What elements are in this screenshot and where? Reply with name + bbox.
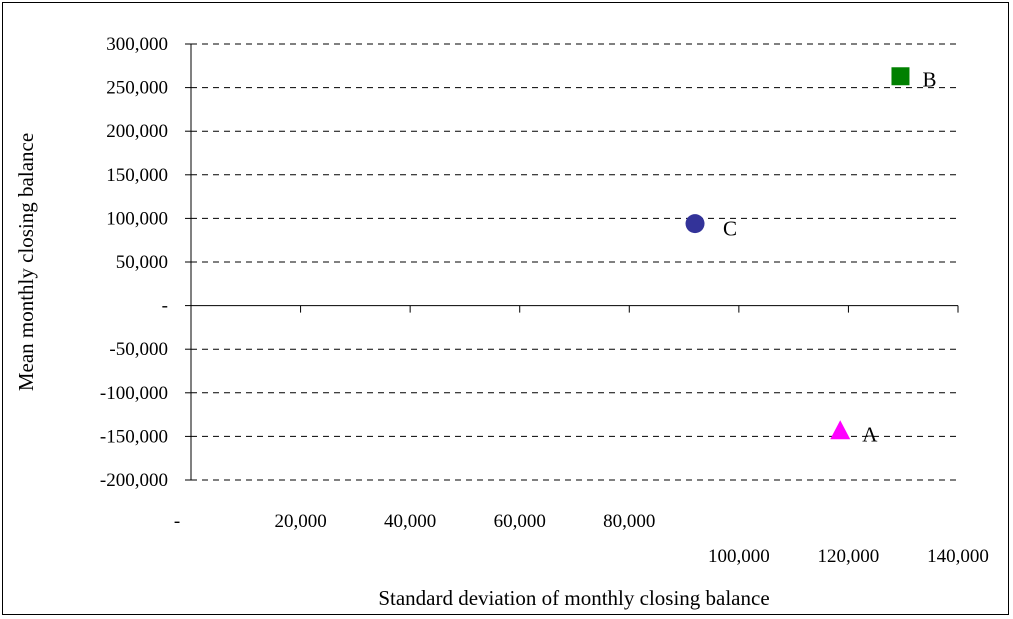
x-tick-label: 140,000 — [927, 546, 989, 567]
x-tick-label: 60,000 — [494, 511, 546, 532]
x-axis-title: Standard deviation of monthly closing ba… — [378, 586, 769, 610]
point-label-b: B — [922, 67, 936, 91]
y-axis-title: Mean monthly closing balance — [14, 133, 38, 391]
y-tick-label: - — [162, 296, 168, 317]
point-label-c: C — [723, 217, 737, 241]
y-tick-label: 250,000 — [106, 78, 168, 99]
x-tick-labels: - 20,000 40,000 60,000 80,000 100,000 120,000 1… — [174, 511, 989, 567]
y-tick-label: 50,000 — [116, 252, 168, 273]
y-tick-label: -200,000 — [100, 470, 168, 491]
data-points: A B C — [685, 67, 936, 446]
y-tick-label: 300,000 — [106, 34, 168, 55]
axes — [185, 43, 959, 481]
x-tick-label: 20,000 — [274, 511, 326, 532]
y-tick-label: -100,000 — [100, 383, 168, 404]
point-marker-b — [891, 67, 910, 86]
x-tick-label: 120,000 — [818, 546, 880, 567]
y-tick-label: 150,000 — [106, 165, 168, 186]
point-marker-c — [685, 214, 705, 234]
y-tick-label: -50,000 — [109, 339, 168, 360]
x-tick-label: - — [174, 511, 180, 532]
y-tick-label: -150,000 — [100, 426, 168, 447]
grid-lines — [191, 43, 958, 481]
y-tick-label: 200,000 — [106, 121, 168, 142]
y-tick-labels: 300,000 250,000 200,000 150,000 100,000 50,00… — [100, 34, 168, 491]
x-tick-label: 100,000 — [708, 546, 770, 567]
y-tick-label: 100,000 — [106, 208, 168, 229]
x-tick-label: 80,000 — [603, 511, 655, 532]
point-marker-a — [830, 420, 851, 440]
point-label-a: A — [862, 422, 878, 446]
x-tick-label: 40,000 — [384, 511, 436, 532]
